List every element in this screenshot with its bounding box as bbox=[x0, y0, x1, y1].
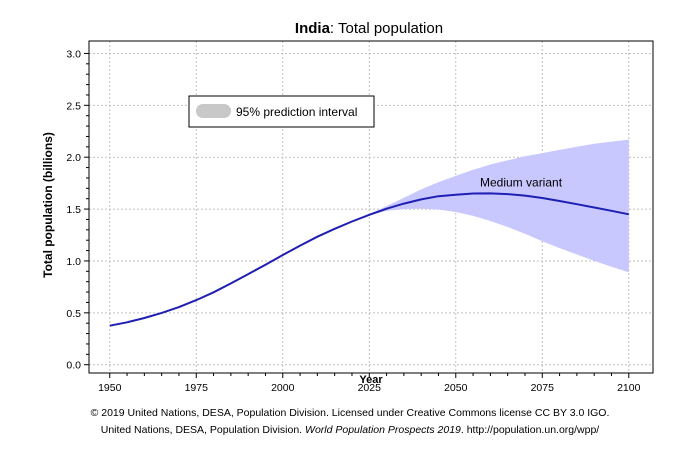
prediction-interval-band bbox=[352, 139, 629, 273]
medium-variant-annotation: Medium variant bbox=[480, 175, 563, 189]
citation-prefix: United Nations, DESA, Population Divisio… bbox=[100, 424, 306, 436]
source-citation: United Nations, DESA, Population Divisio… bbox=[0, 424, 700, 436]
y-tick-label-5: 2.5 bbox=[66, 100, 81, 112]
x-tick-label-1975: 1975 bbox=[185, 382, 209, 394]
axes: 1950 1975 2000 2025 2050 2075 2100 0.0 0.5 1.0 1.5… bbox=[66, 48, 640, 394]
plot-frame bbox=[88, 40, 654, 374]
legend-swatch bbox=[196, 104, 231, 118]
x-tick-label-2050: 2050 bbox=[444, 382, 468, 394]
copyright-notice: © 2019 United Nations, DESA, Population … bbox=[90, 407, 610, 419]
x-tick-label-2100: 2100 bbox=[617, 382, 641, 394]
medium-variant-series bbox=[109, 192, 629, 327]
y-tick-label-3: 1.5 bbox=[66, 204, 81, 216]
legend: 95% prediction interval bbox=[188, 95, 375, 128]
chart-title-metric: : Total population bbox=[330, 20, 443, 37]
y-tick-label-0: 0.0 bbox=[66, 360, 81, 372]
citation-publication: World Population Prospects 2019 bbox=[305, 424, 461, 436]
x-tick-label-2075: 2075 bbox=[531, 382, 555, 394]
series-line-medium-variant bbox=[109, 192, 629, 327]
x-axis-label: Year bbox=[359, 374, 383, 386]
prediction-interval-area bbox=[352, 139, 629, 273]
chart-title-country: India bbox=[295, 20, 331, 37]
x-tick-label-2025: 2025 bbox=[358, 382, 382, 394]
x-tick-label-1950: 1950 bbox=[98, 382, 122, 394]
x-tick-label-2000: 2000 bbox=[271, 382, 295, 394]
legend-label: 95% prediction interval bbox=[236, 105, 357, 119]
citation-url: . http://population.un.org/wpp/ bbox=[460, 424, 600, 436]
y-tick-label-4: 2.0 bbox=[66, 152, 81, 164]
y-axis-label: Total population (billions) bbox=[41, 132, 55, 278]
chart-title: India: Total population bbox=[295, 20, 443, 37]
y-tick-label-6: 3.0 bbox=[66, 48, 81, 60]
y-tick-label-2: 1.0 bbox=[66, 256, 81, 268]
y-tick-label-1: 0.5 bbox=[66, 308, 81, 320]
